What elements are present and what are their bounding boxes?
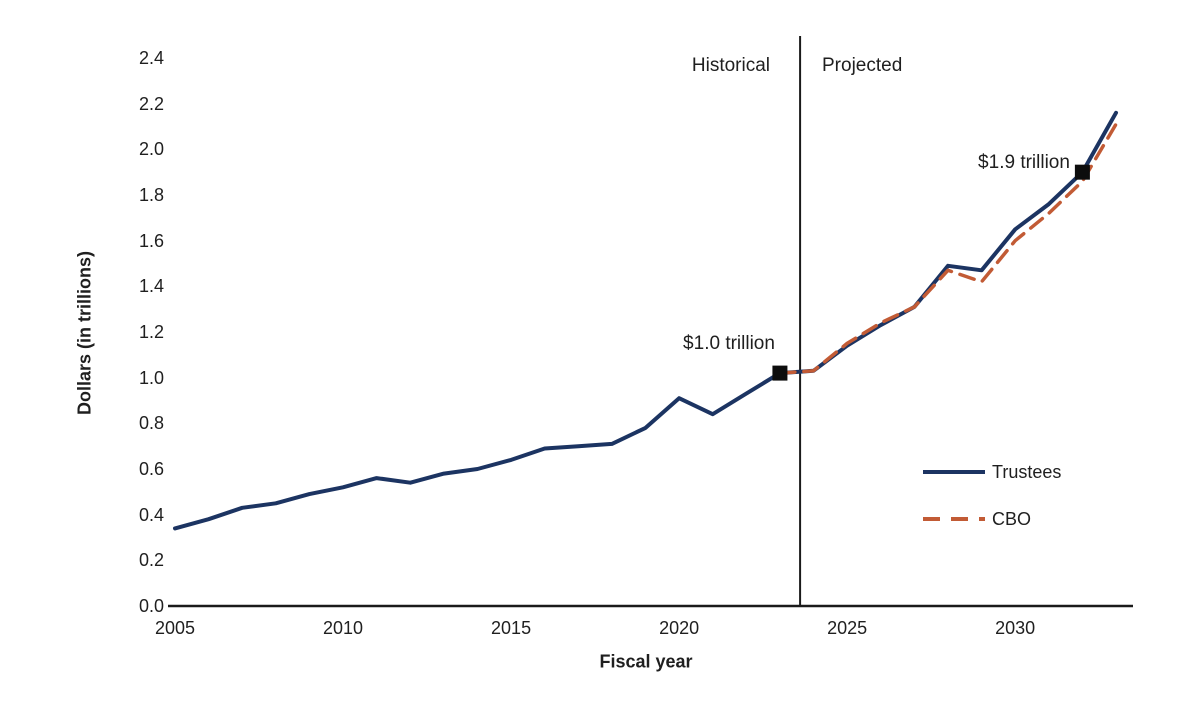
y-tick-label: 0.4 <box>138 504 164 525</box>
x-tick-label: 2005 <box>154 618 196 638</box>
x-tick-label: 2010 <box>323 618 364 638</box>
legend-item-trustees: Trustees <box>923 462 1061 482</box>
data-marker <box>772 365 788 381</box>
y-tick-label: 1.6 <box>138 230 164 251</box>
x-axis-title: Fiscal year <box>599 651 693 672</box>
y-tick-label: 1.4 <box>138 276 164 297</box>
x-tick-label: 2020 <box>659 618 700 638</box>
y-tick-label: 2.4 <box>138 48 164 68</box>
trustees-line <box>173 110 1118 531</box>
legend-trustees-label: Trustees <box>992 462 1062 482</box>
y-tick-label: 2.2 <box>138 93 164 114</box>
annotation-1-0-trillion: $1.0 trillion <box>683 333 775 354</box>
legend: Trustees CBO <box>923 462 1061 529</box>
historical-section-label: Historical <box>691 55 770 76</box>
legend-cbo-label: CBO <box>992 509 1032 529</box>
y-tick-label: 2.0 <box>138 139 164 160</box>
y-axis-title: Dollars (in trillions) <box>74 250 95 416</box>
y-tick-label: 0.8 <box>138 413 164 434</box>
data-marker <box>1074 164 1090 180</box>
trustees-line-swatch <box>923 470 985 474</box>
y-tick-label: 1.8 <box>138 185 164 205</box>
projected-section-label: Projected <box>822 55 903 76</box>
y-tick-label: 0.6 <box>138 459 164 479</box>
annotation-1-9-trillion: $1.9 trillion <box>978 152 1070 173</box>
x-tick-label: 2015 <box>491 618 532 638</box>
y-tick-label: 1.2 <box>138 322 164 342</box>
x-tick-label: 2030 <box>995 618 1036 638</box>
y-tick-label: 0.0 <box>138 596 164 616</box>
y-tick-label: 0.2 <box>138 550 164 571</box>
cbo-line <box>778 122 1118 375</box>
x-tick-label: 2025 <box>827 618 868 638</box>
legend-item-cbo: CBO <box>923 509 1061 529</box>
cbo-line-swatch <box>923 517 985 521</box>
y-tick-label: 1.0 <box>138 367 164 388</box>
